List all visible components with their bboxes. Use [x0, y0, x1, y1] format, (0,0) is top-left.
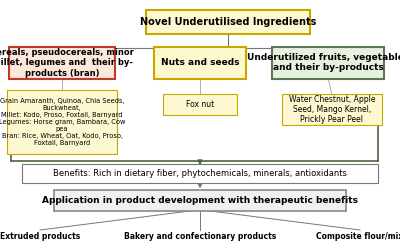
FancyBboxPatch shape	[54, 190, 346, 211]
Text: Cereals, pseudocereals, minor
millet, legumes and  their by-
products (bran): Cereals, pseudocereals, minor millet, le…	[0, 48, 134, 78]
Text: Nuts and seeds: Nuts and seeds	[161, 58, 239, 67]
Text: Extruded products: Extruded products	[0, 232, 80, 241]
FancyBboxPatch shape	[154, 47, 246, 79]
Text: Novel Underutilised Ingredients: Novel Underutilised Ingredients	[140, 17, 316, 27]
Text: Water Chestnut, Apple
Seed, Mango Kernel,
Prickly Pear Peel: Water Chestnut, Apple Seed, Mango Kernel…	[289, 94, 375, 124]
FancyBboxPatch shape	[22, 164, 378, 183]
FancyBboxPatch shape	[272, 47, 384, 79]
Text: Underutilized fruits, vegetables
and their by-products: Underutilized fruits, vegetables and the…	[247, 53, 400, 72]
FancyBboxPatch shape	[9, 47, 115, 79]
Text: Composite flour/mix: Composite flour/mix	[316, 232, 400, 241]
Text: Bakery and confectionary products: Bakery and confectionary products	[124, 232, 276, 241]
FancyBboxPatch shape	[282, 94, 382, 125]
Text: Grain Amaranth, Quinoa, Chia Seeds,
Buckwheat,
Millet: Kodo, Proso, Foxtail, Bar: Grain Amaranth, Quinoa, Chia Seeds, Buck…	[0, 98, 125, 146]
Text: Application in product development with therapeutic benefits: Application in product development with …	[42, 196, 358, 205]
FancyBboxPatch shape	[146, 10, 310, 34]
Text: Benefits: Rich in dietary fiber, phytochemicals, minerals, antioxidants: Benefits: Rich in dietary fiber, phytoch…	[53, 169, 347, 178]
FancyBboxPatch shape	[163, 94, 237, 115]
Text: Fox nut: Fox nut	[186, 100, 214, 109]
FancyBboxPatch shape	[7, 90, 117, 154]
